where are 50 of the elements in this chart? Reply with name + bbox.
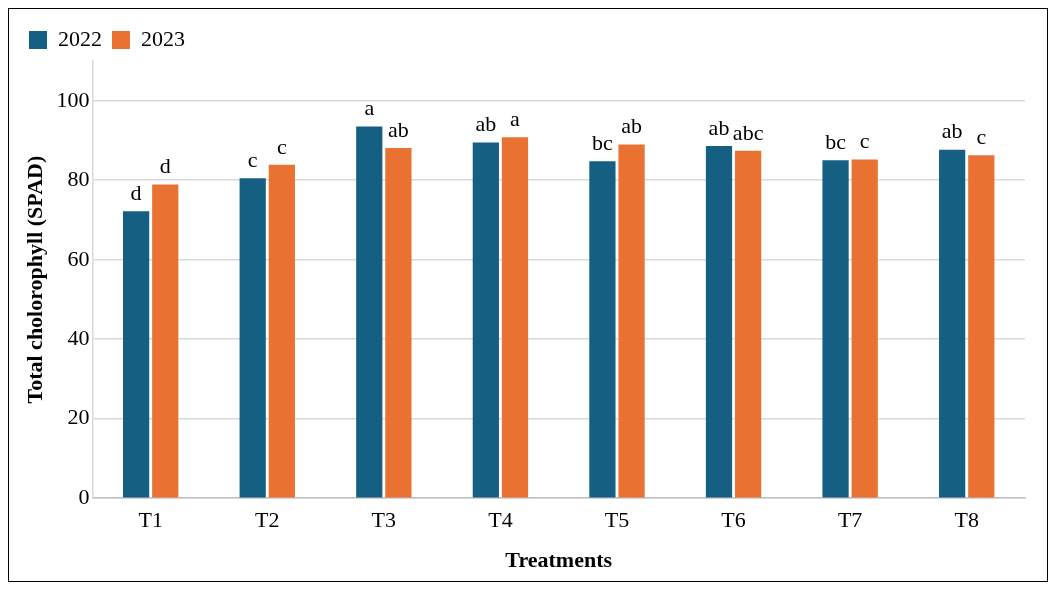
- bar: [705, 146, 733, 498]
- data-label: a: [364, 95, 375, 121]
- x-axis-title: Treatments: [505, 547, 613, 573]
- bar: [822, 160, 849, 498]
- legend-label: 2022: [58, 25, 102, 51]
- bar: [152, 184, 179, 498]
- data-label: abc: [732, 119, 764, 145]
- data-label: c: [276, 133, 287, 159]
- y-tick-label: 0: [78, 483, 90, 509]
- data-label: ab: [475, 111, 497, 137]
- data-label: ab: [388, 116, 409, 142]
- bar: [268, 164, 295, 498]
- bar: [618, 144, 645, 498]
- bar: [939, 149, 966, 498]
- y-tick-label: 40: [67, 325, 90, 350]
- data-label: ab: [941, 118, 963, 144]
- x-tick-label: T7: [837, 507, 863, 533]
- data-label: ab: [708, 114, 730, 140]
- bar: [123, 211, 150, 498]
- x-tick-label: T6: [721, 507, 746, 533]
- y-tick-label: 60: [67, 245, 90, 271]
- x-tick-label: T8: [954, 507, 979, 533]
- data-label: a: [510, 106, 521, 132]
- x-tick-label: T2: [255, 507, 280, 533]
- bar: [501, 137, 529, 498]
- bar: [472, 142, 499, 498]
- bar: [385, 148, 412, 498]
- data-label: d: [159, 153, 171, 179]
- bar: [356, 126, 383, 498]
- data-label: c: [859, 128, 870, 154]
- data-label: c: [976, 123, 987, 149]
- x-tick-label: T4: [488, 507, 513, 533]
- x-tick-label: T3: [371, 507, 397, 533]
- bar: [589, 161, 616, 498]
- legend-label: 2023: [141, 25, 185, 51]
- bar: [968, 155, 995, 498]
- y-tick-label: 100: [56, 86, 90, 112]
- x-tick-label: T5: [604, 507, 630, 533]
- data-label: d: [130, 180, 142, 206]
- y-tick-label: 20: [67, 404, 90, 430]
- bar: [239, 178, 266, 498]
- data-label: ab: [621, 113, 642, 139]
- bar: [851, 159, 878, 498]
- data-label: bc: [592, 129, 614, 155]
- y-tick-label: 80: [67, 166, 90, 192]
- y-axis-title: Total cholorophyll (SPAD): [21, 155, 47, 404]
- data-label: bc: [825, 129, 847, 155]
- bar: [735, 150, 762, 498]
- x-tick-label: T1: [138, 507, 163, 533]
- data-label: c: [247, 147, 258, 173]
